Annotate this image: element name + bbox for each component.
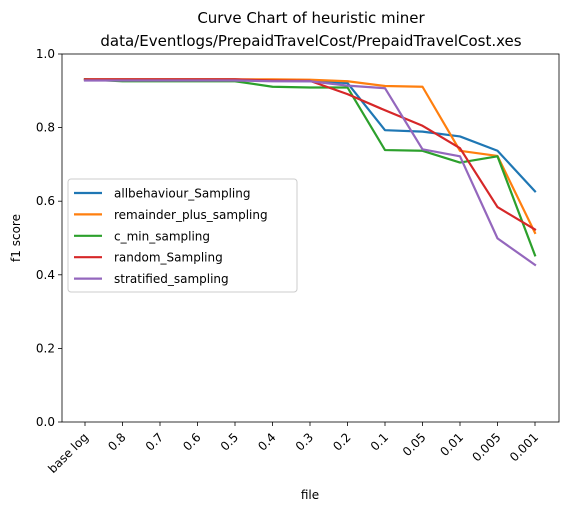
x-tick-label: 0.1 [368, 430, 391, 453]
legend: allbehaviour_Sampling remainder_plus_samp… [67, 178, 298, 293]
x-axis-label: file [301, 488, 319, 502]
x-tick-label: 0.05 [400, 430, 429, 459]
series-line-stratified-sampling [83, 79, 537, 267]
legend-label: allbehaviour_Sampling [114, 187, 250, 201]
y-tick-label: 0.0 [36, 415, 55, 429]
legend-label: c_min_sampling [114, 229, 210, 243]
x-tick-label: 0.2 [330, 430, 353, 453]
x-tick-label: 0.7 [143, 430, 166, 453]
y-axis: 0.0 0.2 0.4 0.6 0.8 1.0 [36, 47, 62, 429]
x-tick-label: 0.8 [105, 430, 128, 453]
x-tick-label: 0.6 [180, 430, 203, 453]
x-tick-label: 0.4 [255, 430, 278, 453]
legend-label: random_Sampling [114, 251, 223, 265]
x-tick-label: 0.005 [469, 430, 503, 464]
chart-subtitle: data/Eventlogs/PrepaidTravelCost/Prepaid… [100, 32, 521, 50]
x-tick-label: 0.01 [437, 430, 466, 459]
series-lines [83, 78, 537, 267]
x-tick-label: base log [45, 430, 91, 476]
x-tick-label: 0.5 [218, 430, 241, 453]
legend-label: stratified_sampling [114, 272, 229, 286]
legend-box [67, 178, 298, 293]
y-tick-label: 0.6 [36, 194, 55, 208]
y-axis-label: f1 score [9, 214, 23, 262]
x-axis: base log 0.8 0.7 0.6 0.5 0.4 0.3 0.2 0.1 0.05 0.01… [45, 422, 541, 476]
y-tick-label: 1.0 [36, 47, 55, 61]
chart-title: Curve Chart of heuristic miner [197, 9, 425, 27]
plot-frame [61, 53, 560, 423]
y-tick-label: 0.8 [36, 121, 55, 135]
x-tick-label: 0.001 [507, 430, 541, 464]
y-tick-label: 0.2 [36, 341, 55, 355]
y-tick-label: 0.4 [36, 268, 55, 282]
x-tick-label: 0.3 [293, 430, 316, 453]
legend-label: remainder_plus_sampling [114, 208, 268, 222]
